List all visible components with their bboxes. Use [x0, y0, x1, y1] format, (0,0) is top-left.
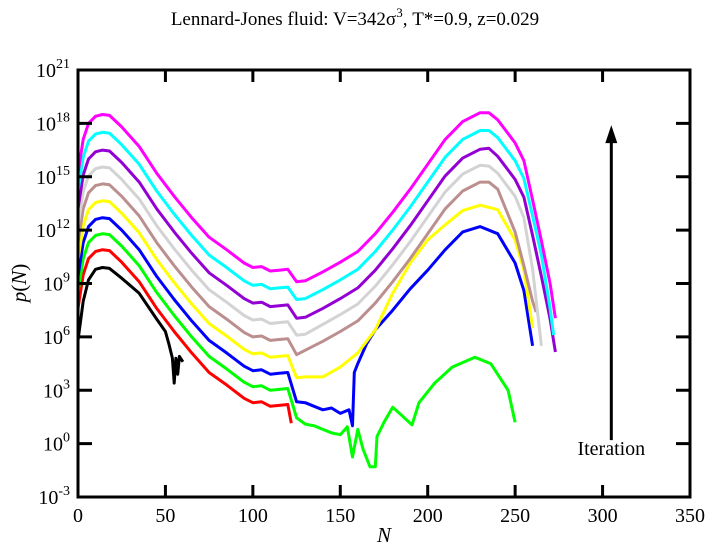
x-tick-label: 100	[238, 505, 268, 527]
y-axis-label: p(N)	[7, 264, 31, 305]
arrow-up-icon	[605, 125, 618, 144]
y-tick-label: 1015	[36, 164, 70, 189]
y-tick-label: 1021	[36, 57, 70, 82]
series-line-iteration-4	[76, 216, 535, 428]
series-layer	[76, 111, 557, 469]
x-tick-label: 300	[588, 505, 618, 527]
axes-layer: 0 50 100 150 200 250 300 350 10-3 100 103 106 109 101…	[36, 57, 705, 527]
y-tick-label: 100	[43, 431, 70, 456]
x-tick-label: 50	[155, 505, 175, 527]
series-line-iteration-7	[76, 163, 543, 346]
series-line-iteration-8	[76, 146, 557, 353]
x-tick-label: 0	[73, 505, 83, 527]
x-tick-label: 350	[675, 505, 705, 527]
iteration-label: Iteration	[577, 438, 645, 460]
annotation-layer: Iteration	[577, 125, 645, 460]
series-line-iteration-1	[76, 266, 185, 385]
y-tick-label: 103	[43, 377, 70, 402]
y-tick-label: 109	[43, 271, 70, 296]
series-line-iteration-10	[76, 111, 557, 319]
chart-title: Lennard-Jones fluid: V=342σ3, T*=0.9, z=…	[171, 5, 539, 30]
x-tick-label: 200	[413, 505, 443, 527]
series-line-iteration-6	[76, 180, 538, 357]
series-line-iteration-3	[76, 232, 517, 469]
plot-frame	[76, 68, 692, 499]
y-tick-label: 10-3	[38, 484, 70, 509]
y-tick-label: 1018	[36, 110, 70, 135]
y-tick-label: 106	[43, 324, 70, 349]
x-tick-label: 150	[325, 505, 355, 527]
series-line-iteration-2	[76, 248, 293, 424]
x-axis-label: N	[376, 523, 392, 545]
x-tick-label: 250	[500, 505, 530, 527]
series-line-iteration-5	[76, 199, 535, 380]
y-tick-label: 1012	[36, 217, 70, 242]
series-line-iteration-9	[76, 129, 556, 336]
